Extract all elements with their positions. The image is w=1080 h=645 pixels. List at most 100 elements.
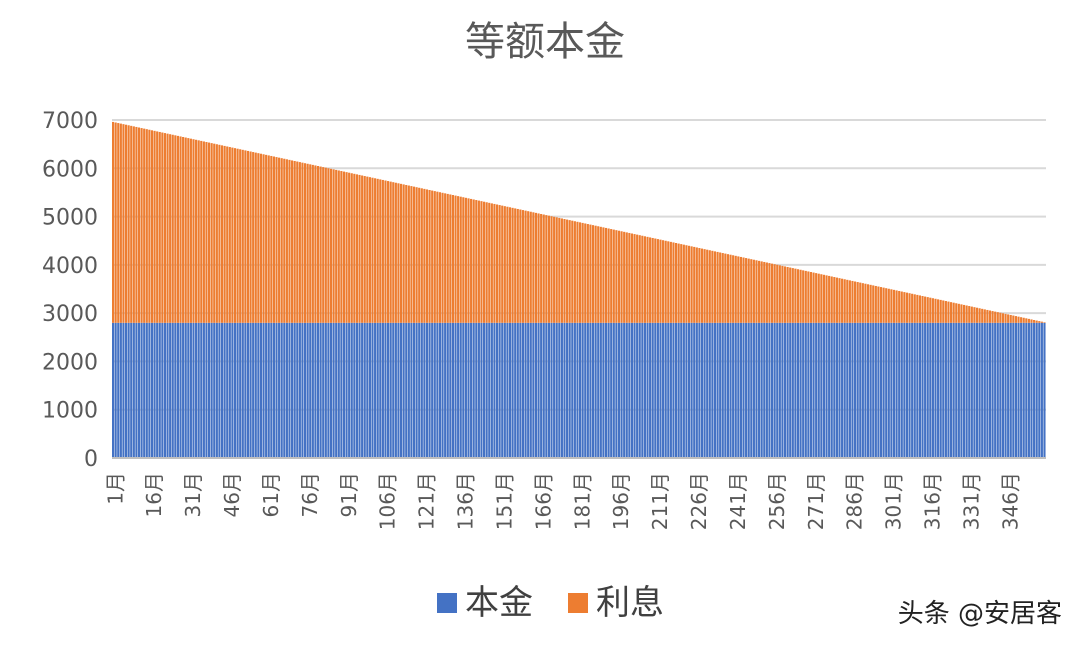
bar-interest	[770, 263, 774, 323]
bar-principal	[734, 322, 737, 458]
bar-interest	[363, 176, 366, 323]
bar-principal	[280, 322, 283, 458]
bar-principal	[669, 322, 672, 458]
bar-principal	[610, 322, 613, 458]
y-tick-label: 5000	[42, 206, 98, 231]
bar-interest	[431, 190, 434, 323]
bar-principal	[752, 322, 755, 458]
bar-principal	[822, 322, 826, 458]
bar-principal	[664, 322, 667, 458]
bar-interest	[854, 281, 857, 323]
bar-principal	[937, 322, 940, 458]
bar-principal	[892, 322, 896, 458]
y-tick-label: 3000	[42, 302, 98, 327]
bar-interest	[558, 217, 561, 323]
bar-principal	[407, 322, 410, 458]
bar-interest	[607, 228, 610, 323]
bar-interest	[804, 270, 807, 323]
bar-principal	[789, 322, 792, 458]
bar-principal	[830, 322, 833, 458]
bar-interest	[366, 176, 369, 323]
bar-interest	[916, 294, 919, 323]
bar-principal	[303, 322, 307, 458]
bar-principal	[233, 322, 237, 458]
bar-interest	[163, 133, 167, 323]
bar-principal	[345, 322, 348, 458]
bar-interest	[451, 195, 454, 323]
bar-principal	[301, 322, 304, 458]
bar-principal	[508, 322, 512, 458]
bar-interest	[900, 291, 903, 323]
bar-principal	[981, 322, 984, 458]
bar-interest	[239, 149, 242, 323]
bar-interest	[1022, 317, 1025, 323]
bar-principal	[602, 322, 605, 458]
bar-interest	[747, 258, 750, 323]
bar-interest	[241, 149, 244, 323]
bar-principal	[335, 322, 338, 458]
bar-interest	[545, 215, 548, 323]
bar-principal	[340, 322, 343, 458]
bar-interest	[765, 262, 768, 323]
bar-principal	[262, 322, 265, 458]
bar-principal	[392, 322, 395, 458]
bar-interest	[153, 130, 156, 323]
bar-interest	[397, 183, 400, 323]
bar-interest	[843, 279, 846, 323]
bar-principal	[112, 322, 115, 458]
bar-principal	[1043, 322, 1046, 458]
bar-interest	[659, 239, 662, 323]
bar-interest	[594, 225, 597, 323]
bar-interest	[1017, 316, 1020, 323]
bar-interest	[734, 255, 737, 323]
bar-principal	[444, 322, 447, 458]
bar-principal	[553, 322, 556, 458]
bar-interest	[405, 184, 408, 323]
bar-principal	[856, 322, 859, 458]
bar-interest	[563, 219, 566, 323]
bar-principal	[615, 322, 618, 458]
bar-interest	[586, 224, 589, 323]
bar-principal	[363, 322, 366, 458]
bar-interest	[833, 277, 836, 323]
bar-principal	[962, 322, 966, 458]
bar-interest	[485, 202, 488, 323]
bar-principal	[742, 322, 745, 458]
bar-interest	[433, 191, 436, 323]
bar-interest	[501, 205, 504, 323]
bar-interest	[885, 288, 888, 323]
bar-principal	[547, 322, 550, 458]
bar-interest	[137, 127, 141, 323]
bar-principal	[179, 322, 182, 458]
bar-interest	[726, 254, 730, 323]
bar-interest	[174, 135, 177, 323]
bar-principal	[519, 322, 522, 458]
bar-principal	[620, 322, 623, 458]
bar-interest	[625, 232, 628, 323]
bar-interest	[599, 226, 602, 323]
bar-interest	[693, 246, 696, 323]
bar-principal	[630, 322, 634, 458]
bar-interest	[529, 211, 532, 323]
bar-principal	[674, 322, 678, 458]
bar-principal	[532, 322, 535, 458]
bar-principal	[662, 322, 665, 458]
bar-interest	[392, 182, 395, 323]
bar-principal	[425, 322, 429, 458]
bar-principal	[828, 322, 831, 458]
bar-interest	[182, 136, 185, 323]
bar-principal	[1033, 322, 1036, 458]
bar-principal	[368, 322, 371, 458]
bar-principal	[176, 322, 179, 458]
bar-interest	[223, 145, 226, 323]
bar-interest	[514, 208, 517, 323]
bar-interest	[148, 129, 151, 323]
bar-interest	[908, 293, 911, 323]
bar-principal	[540, 322, 543, 458]
bar-principal	[726, 322, 730, 458]
bar-interest	[939, 299, 942, 323]
bar-interest	[864, 283, 867, 323]
bar-interest	[729, 254, 732, 323]
bar-principal	[1007, 322, 1010, 458]
